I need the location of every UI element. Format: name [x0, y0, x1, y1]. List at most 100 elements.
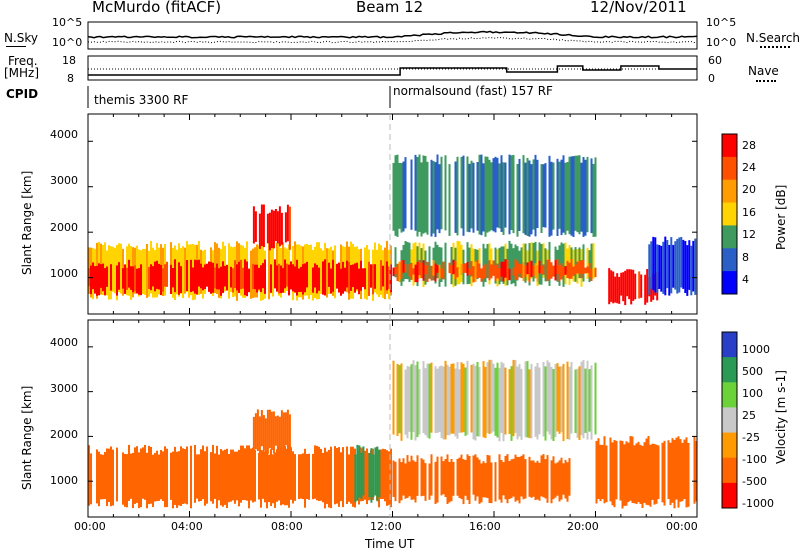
- power-echo-cell: [436, 154, 439, 230]
- power-echo-cell: [282, 242, 284, 293]
- velocity-echo-cell: [198, 454, 200, 502]
- velocity-echo-cell: [420, 458, 423, 497]
- power-echo-cell: [272, 210, 275, 249]
- velocity-echo-cell: [406, 366, 409, 439]
- xtick-2: 08:00: [271, 520, 303, 533]
- velocity-echo-cell: [350, 446, 352, 504]
- power-echo-cell: [490, 248, 493, 279]
- velocity-echo-cell: [262, 450, 264, 499]
- velocity-echo-cell: [264, 418, 267, 454]
- velocity-echo-cell: [490, 462, 493, 504]
- velocity-echo-cell: [677, 436, 680, 508]
- power-echo-cell: [118, 262, 120, 290]
- power-echo-cell: [362, 268, 364, 288]
- power-echo-cell: [680, 237, 683, 288]
- power-echo-cell: [530, 260, 533, 278]
- power-echo-cell: [470, 160, 473, 229]
- power-echo-cell: [400, 163, 403, 233]
- freq-label: Freq.: [8, 54, 38, 68]
- velocity-echo-cell: [595, 440, 598, 504]
- velocity-ytick-1000: 1000: [50, 474, 78, 487]
- velocity-colorbar-swatch: [722, 332, 737, 358]
- power-echo-cell: [296, 259, 298, 296]
- velocity-echo-cell: [238, 449, 240, 507]
- power-echo-cell: [396, 154, 399, 237]
- noise-sky-label: N.Sky: [4, 31, 39, 45]
- power-echo-cell: [398, 261, 401, 283]
- velocity-echo-cell: [436, 368, 439, 433]
- velocity-echo-cell: [558, 366, 561, 434]
- velocity-echo-cell: [382, 448, 384, 499]
- velocity-echo-cell: [568, 458, 571, 496]
- velocity-cbar-tick-500: 500: [742, 365, 763, 378]
- velocity-echo-cell: [625, 441, 628, 506]
- power-echo-cell: [552, 162, 555, 230]
- velocity-echo-cell: [661, 442, 664, 503]
- velocity-echo-cell: [250, 448, 252, 501]
- velocity-echo-cell: [635, 443, 638, 504]
- velocity-echo-cell: [464, 460, 467, 496]
- velocity-echo-cell: [406, 455, 409, 498]
- power-echo-cell: [402, 260, 405, 273]
- velocity-echo-cell: [170, 452, 172, 500]
- power-echo-cell: [320, 248, 322, 294]
- power-echo-cell: [592, 243, 595, 279]
- power-echo-cell: [682, 239, 685, 289]
- power-echo-cell: [420, 162, 423, 237]
- velocity-echo-cell: [156, 450, 158, 502]
- power-echo-cell: [108, 245, 110, 300]
- velocity-echo-cell: [128, 444, 130, 501]
- velocity-echo-cell: [554, 463, 557, 498]
- power-echo-cell: [456, 240, 459, 285]
- power-echo-cell: [570, 259, 573, 279]
- power-echo-cell: [230, 266, 232, 288]
- velocity-echo-cell: [422, 459, 425, 496]
- power-echo-cell: [386, 261, 388, 291]
- power-echo-cell: [540, 244, 543, 285]
- power-echo-cell: [582, 260, 585, 274]
- power-echo-cell: [452, 259, 455, 275]
- velocity-echo-cell: [254, 413, 257, 450]
- velocity-echo-cell: [416, 455, 419, 496]
- power-echo-cell: [222, 261, 224, 293]
- power-echo-cell: [248, 268, 250, 293]
- velocity-colorbar-swatch: [722, 482, 737, 509]
- power-echo-cell: [312, 267, 314, 293]
- velocity-echo-cell: [458, 457, 461, 498]
- velocity-echo-cell: [444, 459, 447, 497]
- velocity-echo-cell: [116, 447, 118, 502]
- power-echo-cell: [224, 265, 226, 287]
- velocity-echo-cell: [536, 363, 539, 440]
- power-echo-cell: [264, 259, 266, 294]
- noise-search-legend-line: [760, 46, 790, 48]
- power-echo-cell: [258, 213, 261, 249]
- power-echo-cell: [132, 266, 134, 293]
- power-echo-cell: [590, 243, 593, 278]
- power-echo-cell: [318, 267, 320, 291]
- power-echo-cell: [502, 261, 505, 282]
- velocity-echo-cell: [462, 363, 465, 433]
- power-echo-cell: [444, 242, 447, 287]
- power-echo-cell: [252, 206, 255, 244]
- velocity-echo-cell: [474, 454, 477, 501]
- power-echo-cell: [530, 242, 533, 279]
- velocity-echo-cell: [396, 363, 399, 436]
- velocity-echo-cell: [278, 447, 280, 501]
- power-echo-cell: [408, 242, 411, 282]
- velocity-echo-cell: [663, 440, 666, 506]
- velocity-echo-cell: [214, 453, 216, 499]
- freq-tick-high: 18: [62, 54, 76, 67]
- power-echo-cell: [576, 155, 579, 233]
- velocity-echo-cell: [390, 448, 392, 508]
- power-echo-cell: [502, 162, 505, 235]
- power-echo-cell: [106, 266, 108, 287]
- power-echo-cell: [594, 157, 597, 237]
- noise-sky-legend-line: [6, 46, 26, 47]
- power-echo-cell: [570, 156, 573, 236]
- velocity-echo-cell: [98, 451, 100, 507]
- velocity-echo-cell: [262, 415, 265, 451]
- velocity-cbar-tick-1000: 1000: [742, 343, 770, 356]
- power-echo-cell: [244, 259, 246, 296]
- power-colorbar-frame: [721, 133, 738, 295]
- velocity-echo-cell: [334, 446, 336, 505]
